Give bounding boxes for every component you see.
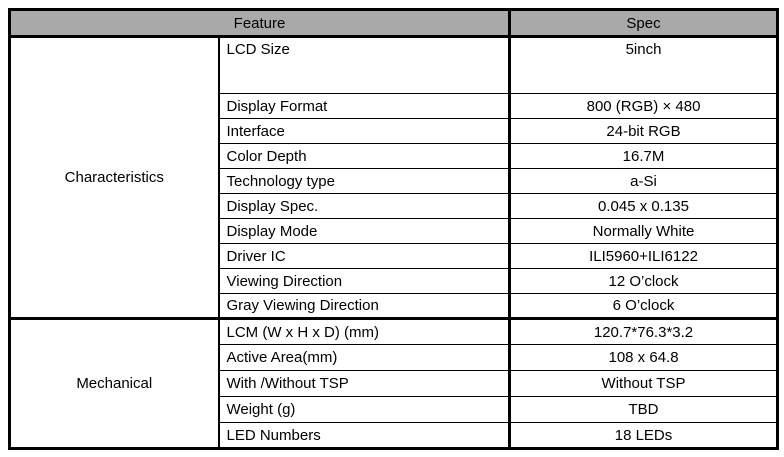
spec-cell: 120.7*76.3*3.2: [508, 317, 779, 345]
feature-cell: Display Format: [217, 93, 511, 119]
feature-cell: With /Without TSP: [217, 370, 511, 397]
feature-cell: Gray Viewing Direction: [217, 293, 511, 319]
table-row: Gray Viewing Direction 6 O’clock: [10, 293, 779, 319]
feature-cell: Display Mode: [217, 218, 511, 244]
spec-cell: 6 O’clock: [508, 293, 779, 319]
table-row: Characteristics LCD Size 5inch: [9, 36, 779, 319]
feature-cell: LCM (W x H x D) (mm): [217, 317, 511, 345]
spec-cell: Without TSP: [508, 370, 779, 397]
feature-column-header: Feature: [8, 9, 511, 38]
spec-column-header: Spec: [508, 9, 779, 38]
spec-cell: 0.045 x 0.135: [508, 193, 779, 219]
table-row: Technology type a-Si: [10, 168, 779, 194]
spec-cell: 5inch: [508, 36, 779, 94]
spec-cell: Normally White: [508, 218, 779, 244]
spec-cell: 800 (RGB) × 480: [508, 93, 779, 119]
feature-cell: Display Spec.: [217, 193, 511, 219]
section-label-mechanical: Mechanical: [9, 317, 220, 449]
spec-cell: 18 LEDs: [508, 422, 779, 449]
table-row: With /Without TSP Without TSP: [10, 370, 779, 397]
spec-cell: 108 x 64.8: [508, 344, 779, 371]
feature-cell: Driver IC: [217, 243, 511, 269]
spec-cell: 16.7M: [508, 143, 779, 169]
table-row: Driver IC ILI5960+ILI6122: [10, 243, 779, 269]
spec-cell: 24-bit RGB: [508, 118, 779, 144]
table-row: Interface 24-bit RGB: [10, 118, 779, 144]
table-row: Mechanical LCM (W x H x D) (mm) 120.7*76…: [9, 317, 779, 449]
section-label-characteristics: Characteristics: [9, 36, 220, 319]
feature-cell: LCD Size: [217, 36, 511, 94]
feature-cell: Technology type: [217, 168, 511, 194]
table-row: Color Depth 16.7M: [10, 143, 779, 169]
feature-cell: Weight (g): [217, 396, 511, 423]
table-row: LED Numbers 18 LEDs: [10, 422, 779, 449]
spec-table: Feature Spec Characteristics LCD Size 5i…: [8, 8, 780, 450]
spec-cell: ILI5960+ILI6122: [508, 243, 779, 269]
feature-cell: Interface: [217, 118, 511, 144]
feature-cell: Active Area(mm): [217, 344, 511, 371]
spec-cell: TBD: [508, 396, 779, 423]
table-row: Viewing Direction 12 O’clock: [10, 268, 779, 294]
header-row: Feature Spec: [8, 9, 779, 38]
spec-cell: a-Si: [508, 168, 779, 194]
feature-cell: Color Depth: [217, 143, 511, 169]
table-row: Display Spec. 0.045 x 0.135: [10, 193, 779, 219]
feature-cell: LED Numbers: [217, 422, 511, 449]
table-row: Display Format 800 (RGB) × 480: [10, 93, 779, 119]
table-row: Weight (g) TBD: [10, 396, 779, 423]
spec-cell: 12 O’clock: [508, 268, 779, 294]
feature-cell: Viewing Direction: [217, 268, 511, 294]
table-row: Display Mode Normally White: [10, 218, 779, 244]
